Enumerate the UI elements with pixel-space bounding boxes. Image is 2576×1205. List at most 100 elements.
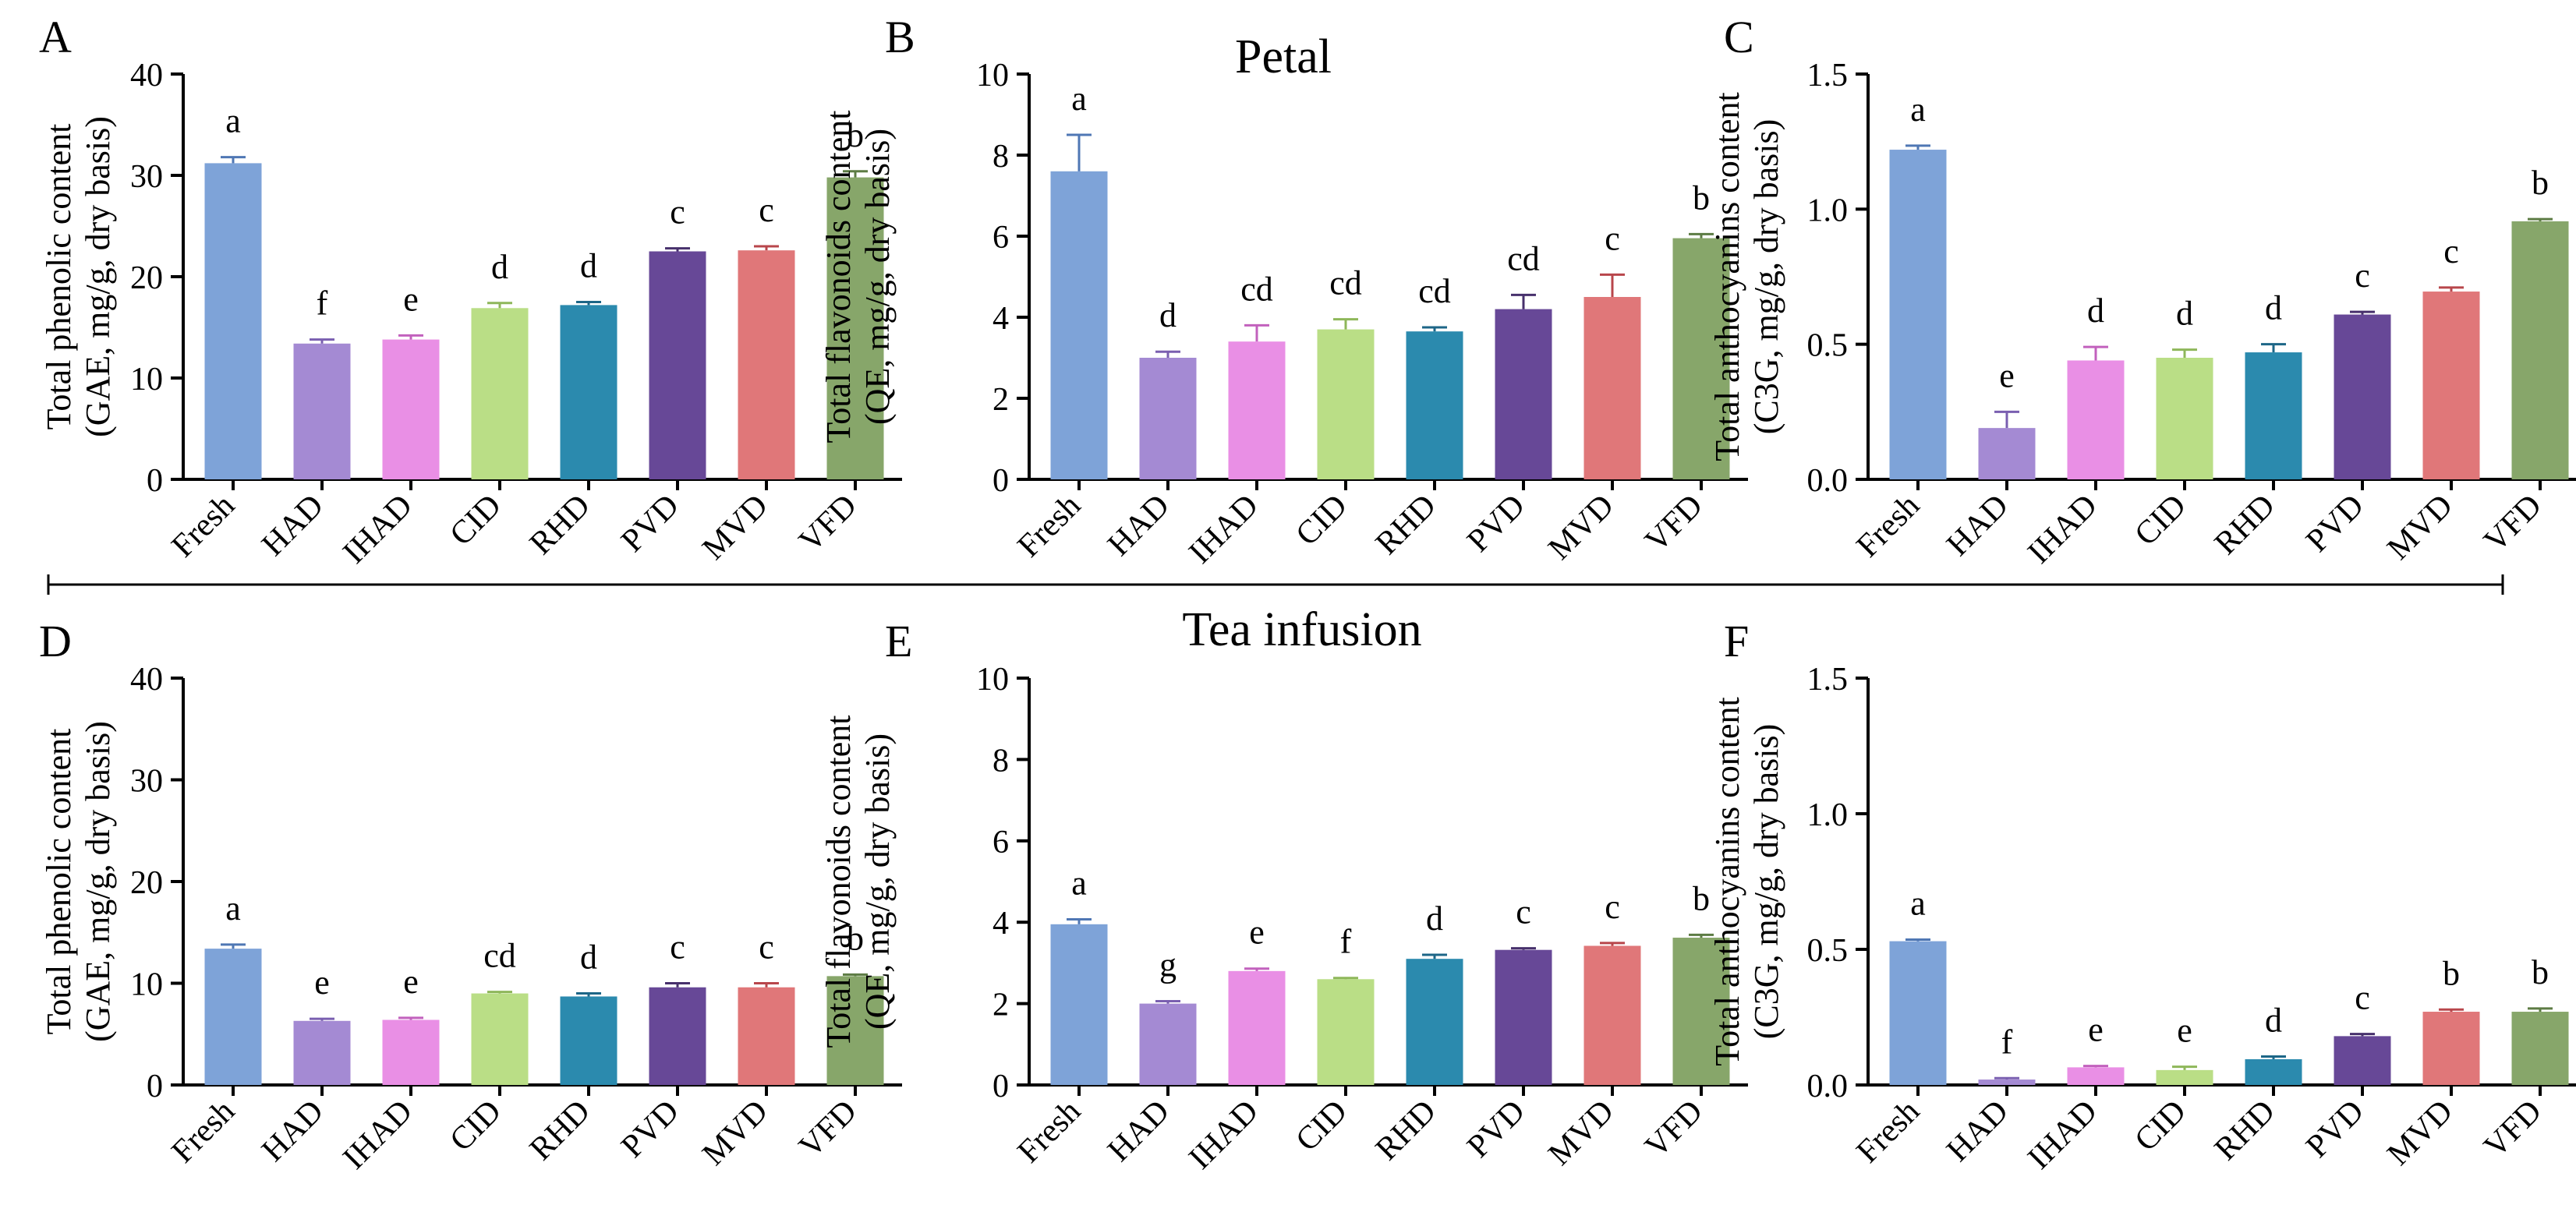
significance-letter: d [2176, 295, 2193, 333]
y-tick-label: 2 [993, 988, 1009, 1023]
significance-letter: cd [1418, 272, 1451, 310]
x-tick-label: HAD [1101, 1094, 1177, 1169]
bar-ihad [1228, 970, 1286, 1085]
bar-cid [2156, 1069, 2213, 1085]
significance-letter: d [580, 247, 597, 285]
y-tick-label: 30 [130, 764, 163, 800]
bar-mvd [1583, 945, 1641, 1085]
panel-f: F Total anthocyanins content (C3G, mg/g, d… [1708, 616, 2576, 1176]
significance-letter: e [1999, 356, 2015, 394]
significance-letter: e [1249, 913, 1265, 952]
y-tick-label: 10 [130, 362, 163, 398]
significance-letter: d [491, 248, 508, 286]
x-tick-label: HAD [1940, 488, 2015, 564]
bar-had [293, 343, 351, 479]
section-title-petal: Petal [1235, 30, 1332, 83]
x-tick-label: RHD [1369, 1094, 1443, 1168]
x-tick-label: PVD [1460, 488, 1532, 560]
bar-pvd [2334, 1036, 2391, 1085]
bar-rhd [2245, 352, 2302, 479]
y-tick-label: 8 [993, 139, 1009, 175]
bar-vfd [826, 177, 884, 479]
bar-pvd [649, 987, 706, 1085]
bar-rhd [2245, 1058, 2302, 1085]
x-tick-label: CID [443, 1094, 508, 1159]
significance-letter: b [2532, 953, 2549, 991]
x-tick-label: RHD [2208, 1094, 2282, 1168]
significance-letter: d [2265, 289, 2282, 327]
x-tick-label: CID [1289, 1094, 1354, 1159]
bar-cid [1317, 329, 1375, 479]
x-tick-label: Fresh [1011, 1094, 1088, 1171]
y-tick-label: 0 [993, 1069, 1009, 1104]
y-axis-label-units: (C3G, mg/g, dry basis) [1747, 724, 1785, 1040]
x-tick-label: IHAD [2021, 488, 2104, 571]
bar-had [1978, 428, 2036, 479]
significance-letter: e [403, 963, 419, 1001]
x-tick-label: VFD [792, 1094, 864, 1165]
y-tick-label: 40 [130, 58, 163, 94]
y-tick-label: 0.0 [1807, 1069, 1849, 1104]
y-tick-label: 40 [130, 662, 163, 698]
y-tick-label: 20 [130, 260, 163, 296]
section-title-tea-infusion: Tea infusion [1182, 603, 1421, 656]
bar-had [293, 1020, 351, 1085]
y-tick-label: 1.5 [1807, 662, 1849, 698]
x-tick-label: MVD [695, 1094, 775, 1173]
panel-letter: F [1724, 616, 1749, 666]
y-tick-label: 6 [993, 220, 1009, 256]
significance-letter: f [2001, 1023, 2013, 1061]
y-tick-label: 10 [976, 58, 1009, 94]
bar-vfd [2511, 1012, 2569, 1085]
x-tick-label: MVD [1541, 1094, 1621, 1173]
y-axis-label-units: (QE, mg/g, dry basis) [858, 129, 897, 425]
x-tick-label: IHAD [336, 1094, 419, 1177]
bar-had [1978, 1080, 2036, 1085]
bar-fresh [1050, 171, 1108, 480]
x-tick-label: HAD [1101, 488, 1177, 564]
bar-cid [471, 308, 529, 479]
significance-letter: c [759, 928, 774, 966]
bar-cid [2156, 358, 2213, 479]
significance-letter: b [847, 116, 864, 154]
y-axis-label-units: (C3G, mg/g, dry basis) [1747, 119, 1785, 435]
significance-letter: cd [1240, 270, 1273, 308]
bar-fresh [1889, 941, 1947, 1085]
significance-letter: a [225, 889, 241, 928]
x-tick-label: CID [2128, 488, 2193, 553]
bar-mvd [738, 250, 795, 479]
panel-letter: D [39, 616, 72, 666]
x-tick-label: IHAD [1182, 488, 1265, 571]
bar-fresh [1050, 924, 1108, 1085]
x-tick-label: MVD [2380, 1094, 2460, 1173]
bar-rhd [1406, 331, 1463, 479]
significance-letter: cd [1329, 264, 1362, 302]
significance-letter: b [2532, 164, 2549, 202]
x-tick-label: Fresh [165, 1094, 242, 1171]
x-tick-label: MVD [695, 488, 775, 567]
x-tick-label: IHAD [336, 488, 419, 571]
bar-fresh [204, 163, 262, 479]
significance-letter: b [847, 919, 864, 957]
significance-letter: f [317, 284, 328, 323]
bar-ihad [382, 1019, 440, 1085]
y-axis-label: Total phenolic content [40, 124, 78, 430]
panel-letter: B [885, 12, 915, 62]
x-tick-label: CID [443, 488, 508, 553]
y-tick-label: 30 [130, 159, 163, 195]
x-tick-label: PVD [1460, 1094, 1532, 1165]
bar-ihad [2067, 360, 2125, 479]
y-axis-label-units: (QE, mg/g, dry basis) [858, 733, 897, 1030]
bar-pvd [2334, 314, 2391, 479]
x-tick-label: Fresh [1011, 488, 1088, 565]
significance-letter: c [2355, 256, 2370, 295]
significance-letter: e [2088, 1011, 2104, 1049]
x-tick-label: CID [1289, 488, 1354, 553]
y-axis-label-units: (GAE, mg/g, dry basis) [79, 721, 117, 1042]
x-tick-label: VFD [792, 488, 864, 560]
bar-mvd [1583, 297, 1641, 479]
x-tick-label: VFD [1638, 488, 1710, 560]
bar-vfd [1672, 938, 1730, 1085]
significance-letter: c [670, 928, 685, 966]
